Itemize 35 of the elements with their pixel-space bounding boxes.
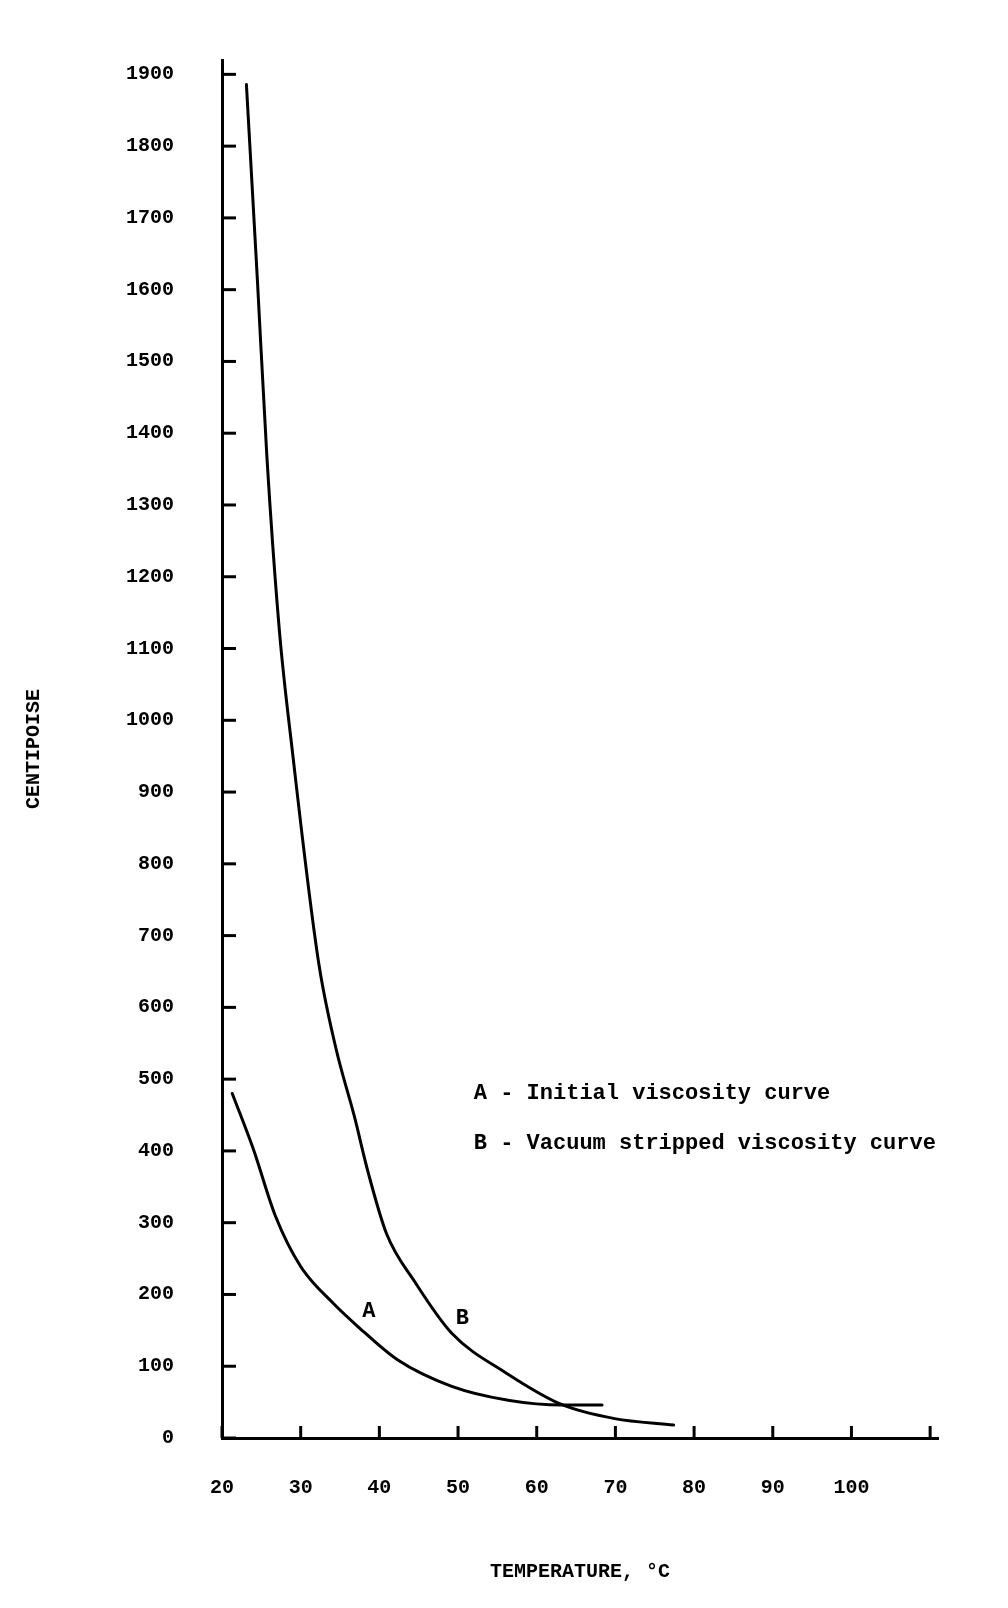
y-tick-label: 700	[137, 923, 175, 947]
annotation: A - Initial viscosity curve	[473, 1081, 831, 1107]
x-tick-label: 50	[446, 1476, 471, 1500]
x-tick-label: 90	[760, 1476, 785, 1500]
y-axis-title: CENTIPOISE	[22, 688, 46, 810]
series-label: A	[362, 1299, 377, 1325]
x-tick-label: 20	[210, 1476, 235, 1500]
x-axis-title: TEMPERATURE, °C	[489, 1560, 671, 1584]
x-tick-label: 30	[288, 1476, 313, 1500]
y-tick-label: 1000	[125, 708, 175, 732]
annotation: B - Vacuum stripped viscosity curve	[473, 1131, 936, 1157]
series-label: B	[455, 1305, 469, 1331]
y-tick-label: 1400	[125, 421, 175, 445]
y-tick-label: 1600	[125, 277, 175, 301]
y-tick-label: 600	[137, 995, 175, 1019]
y-tick-label: 900	[137, 780, 175, 804]
y-tick-label: 800	[137, 851, 175, 875]
x-tick-label: 60	[524, 1476, 549, 1500]
x-tick-label: 40	[367, 1476, 392, 1500]
y-tick-label: 400	[137, 1138, 175, 1162]
y-tick-label: 500	[137, 1067, 175, 1091]
y-tick-label: 1500	[125, 349, 175, 373]
y-tick-label: 1100	[125, 636, 175, 660]
y-tick-label: 200	[137, 1282, 175, 1306]
y-tick-label: 300	[137, 1210, 175, 1234]
y-tick-label: 1800	[125, 134, 175, 158]
y-tick-label: 1300	[125, 493, 175, 517]
y-tick-label: 0	[161, 1426, 175, 1450]
y-tick-label: 1700	[125, 205, 175, 229]
x-tick-label: 80	[682, 1476, 707, 1500]
x-tick-label: 70	[603, 1476, 628, 1500]
x-tick-label: 100	[833, 1476, 870, 1500]
y-tick-label: 1900	[125, 62, 175, 86]
y-tick-label: 1200	[125, 564, 175, 588]
y-tick-label: 100	[137, 1354, 175, 1378]
